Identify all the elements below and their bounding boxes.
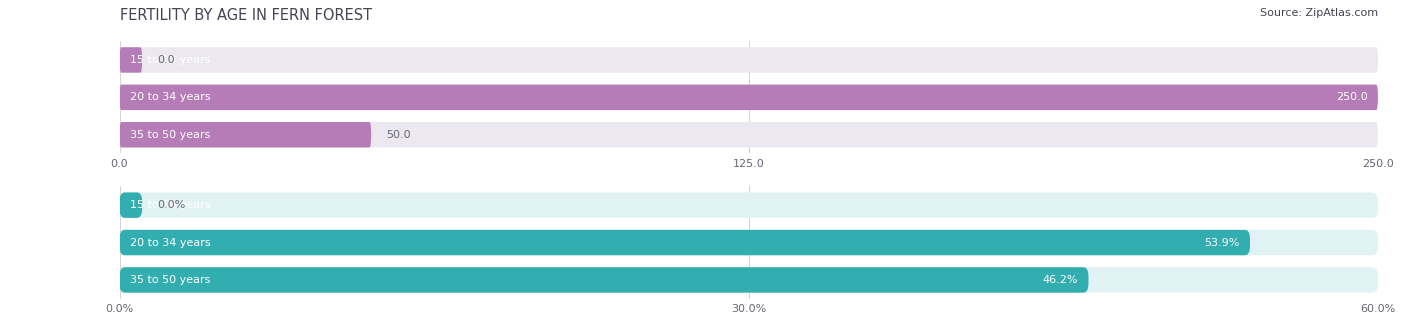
FancyBboxPatch shape — [120, 267, 1378, 293]
FancyBboxPatch shape — [120, 47, 142, 73]
FancyBboxPatch shape — [120, 192, 1378, 218]
Text: Source: ZipAtlas.com: Source: ZipAtlas.com — [1260, 8, 1378, 18]
Text: 15 to 19 years: 15 to 19 years — [129, 55, 209, 65]
FancyBboxPatch shape — [120, 122, 371, 148]
FancyBboxPatch shape — [120, 267, 1088, 293]
Text: 35 to 50 years: 35 to 50 years — [129, 130, 209, 140]
Text: 46.2%: 46.2% — [1043, 275, 1078, 285]
FancyBboxPatch shape — [120, 122, 1378, 148]
Text: 250.0: 250.0 — [1336, 92, 1368, 102]
Text: 0.0%: 0.0% — [157, 200, 186, 210]
Text: 20 to 34 years: 20 to 34 years — [129, 238, 211, 248]
FancyBboxPatch shape — [120, 230, 1378, 255]
FancyBboxPatch shape — [120, 230, 1250, 255]
Text: FERTILITY BY AGE IN FERN FOREST: FERTILITY BY AGE IN FERN FOREST — [120, 8, 371, 23]
Text: 35 to 50 years: 35 to 50 years — [129, 275, 209, 285]
Text: 0.0: 0.0 — [157, 55, 174, 65]
Text: 50.0: 50.0 — [387, 130, 411, 140]
FancyBboxPatch shape — [120, 192, 142, 218]
Text: 53.9%: 53.9% — [1205, 238, 1240, 248]
FancyBboxPatch shape — [120, 84, 1378, 110]
Text: 15 to 19 years: 15 to 19 years — [129, 200, 209, 210]
Text: 20 to 34 years: 20 to 34 years — [129, 92, 211, 102]
FancyBboxPatch shape — [120, 47, 1378, 73]
FancyBboxPatch shape — [120, 84, 1378, 110]
